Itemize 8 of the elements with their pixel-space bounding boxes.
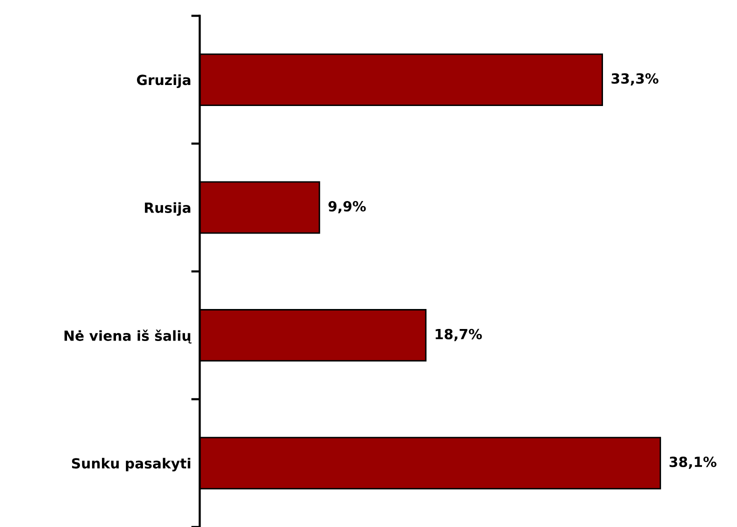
data-label: 33,3%: [612, 73, 658, 86]
y-tick-label: Sunku pasakyti: [72, 458, 190, 472]
data-label: 9,9%: [328, 201, 366, 214]
y-tick-label: Nė viena iš šalių: [64, 330, 192, 344]
data-label: 18,7%: [436, 328, 482, 342]
data-label: 38,1%: [670, 456, 716, 469]
y-tick-label: Gruzija: [136, 74, 190, 88]
y-tick-label: Rusija: [144, 202, 190, 216]
